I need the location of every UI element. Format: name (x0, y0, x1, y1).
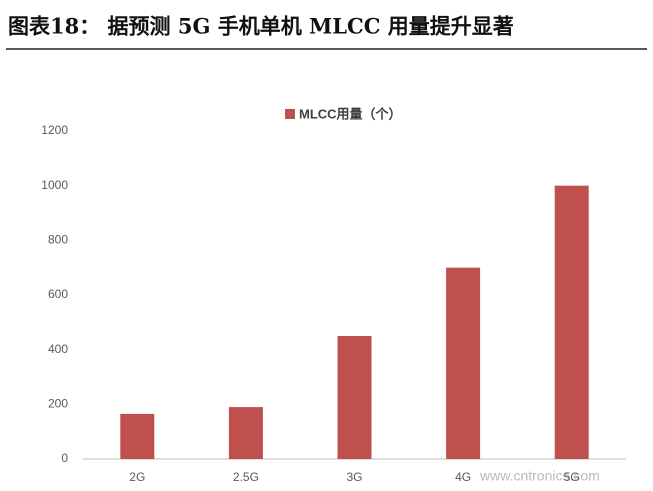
watermark: www.cntronics.com (479, 468, 600, 484)
x-tick-label: 3G (346, 470, 362, 484)
y-tick-label: 800 (48, 233, 68, 247)
x-tick-label: 2G (129, 470, 145, 484)
y-tick-label: 1200 (41, 123, 68, 137)
y-tick-label: 600 (48, 287, 68, 301)
y-tick-label: 400 (48, 342, 68, 356)
bar (228, 407, 263, 459)
chart-title: 图表18： 据预测 5G 手机单机 MLCC 用量提升显著 (8, 14, 514, 39)
bar (554, 185, 589, 459)
bar (446, 267, 481, 459)
y-tick-label: 200 (48, 397, 68, 411)
y-tick-label: 1000 (41, 178, 68, 192)
y-tick-label: 0 (61, 451, 68, 465)
legend-label: MLCC用量（个） (299, 106, 402, 121)
x-tick-label: 2.5G (233, 470, 259, 484)
legend-swatch (285, 109, 295, 119)
x-tick-label: 4G (455, 470, 471, 484)
bar (120, 413, 155, 459)
bar (337, 336, 372, 459)
x-tick-label: 5G (564, 470, 580, 484)
